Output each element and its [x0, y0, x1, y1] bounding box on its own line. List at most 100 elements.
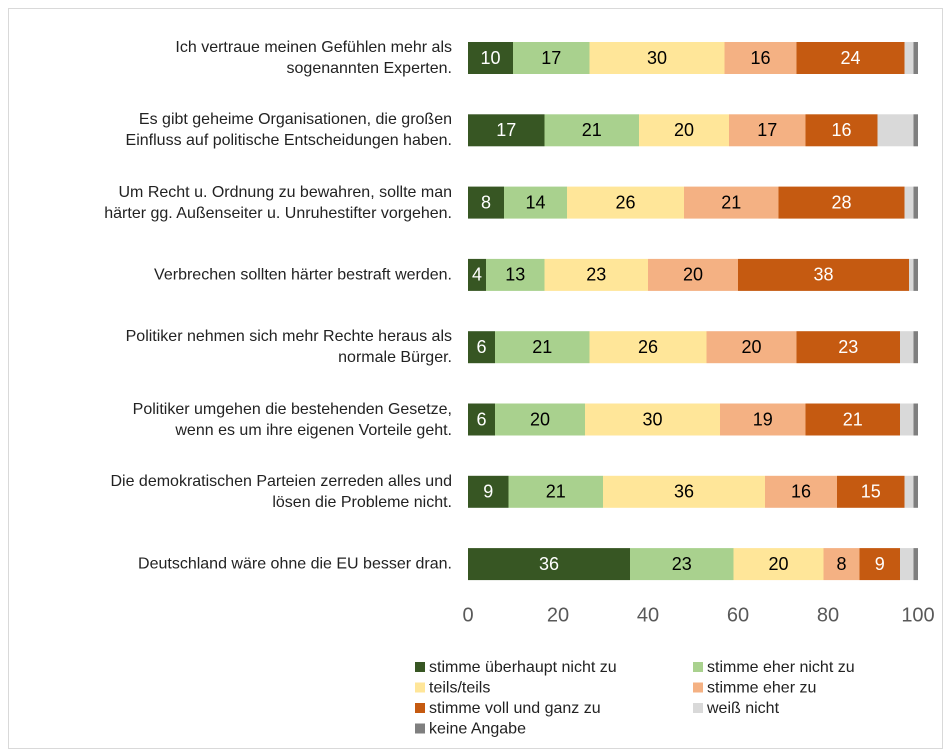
bar-segment — [729, 114, 806, 147]
data-label: 24 — [840, 48, 860, 68]
bar-segment — [900, 331, 914, 364]
bar-segment — [823, 548, 860, 581]
data-label: 14 — [525, 192, 545, 212]
legend-label: weiß nicht — [706, 700, 780, 717]
legend-label: stimme eher nicht zu — [707, 659, 855, 676]
bar-segment — [468, 258, 486, 291]
data-label: 36 — [674, 482, 694, 502]
data-label: 20 — [674, 120, 694, 140]
data-label: 26 — [638, 337, 658, 357]
data-label: 23 — [586, 265, 606, 285]
bar-segment — [913, 548, 918, 581]
bar-segment — [567, 186, 684, 219]
bar-segment — [778, 186, 905, 219]
bar-segment — [796, 331, 900, 364]
bar-segment — [468, 42, 513, 74]
data-label: 36 — [539, 554, 559, 574]
bar-segment — [486, 258, 545, 291]
bar-segment — [900, 548, 914, 581]
bar-segment — [738, 258, 909, 291]
x-tick-label: 20 — [547, 604, 569, 626]
bar-segment — [909, 258, 914, 291]
x-tick-label: 40 — [637, 604, 659, 626]
bar-segment — [877, 114, 914, 147]
data-label: 30 — [642, 409, 662, 429]
category-label: Deutschland wäre ohne die EU besser dran… — [138, 555, 452, 573]
bar-segment — [805, 403, 900, 436]
bar-segment — [468, 475, 509, 508]
bar-segment — [805, 114, 878, 147]
data-label: 26 — [615, 192, 635, 212]
category-label: Es gibt geheime Organisationen, die groß… — [125, 111, 452, 150]
data-label: 10 — [480, 48, 500, 68]
data-label: 9 — [483, 482, 493, 502]
bar-segment — [913, 475, 918, 508]
data-label: 6 — [476, 337, 486, 357]
legend-marker — [415, 703, 425, 713]
bar-segment — [796, 42, 905, 74]
data-label: 16 — [831, 120, 851, 140]
legend-marker — [693, 703, 703, 713]
legend-marker — [415, 682, 425, 693]
data-label: 28 — [831, 192, 851, 212]
bar-segment — [904, 186, 914, 219]
data-label: 17 — [541, 48, 561, 68]
legend-marker — [415, 723, 425, 734]
bar-segment — [504, 186, 567, 219]
data-label: 20 — [530, 409, 550, 429]
bar-segment — [508, 475, 603, 508]
x-tick-label: 60 — [727, 604, 749, 626]
bar-segment — [913, 403, 918, 436]
bar-segment — [648, 258, 738, 291]
legend-label: stimme überhaupt nicht zu — [429, 659, 617, 676]
data-label: 15 — [861, 482, 881, 502]
x-tick-label: 0 — [462, 604, 473, 626]
bar-segment — [495, 331, 590, 364]
data-label: 9 — [875, 554, 885, 574]
bar-segment — [913, 114, 918, 147]
bar-segment — [468, 114, 545, 147]
legend-label: teils/teils — [429, 680, 490, 697]
data-label: 17 — [757, 120, 777, 140]
bar-segment — [544, 114, 639, 147]
category-label: Politiker nehmen sich mehr Rechte heraus… — [125, 328, 452, 367]
data-label: 6 — [476, 409, 486, 429]
data-label: 21 — [532, 337, 552, 357]
bar-segment — [468, 331, 495, 364]
bar-segment — [468, 548, 630, 581]
legend-marker — [693, 662, 703, 672]
bar-segment — [913, 331, 918, 364]
data-label: 21 — [582, 120, 602, 140]
bar-segment — [913, 258, 918, 291]
legend-marker — [415, 662, 425, 672]
data-label: 8 — [481, 192, 491, 212]
bar-segment — [630, 548, 734, 581]
x-tick-label: 80 — [817, 604, 839, 626]
frame — [8, 8, 943, 749]
bar-segment — [706, 331, 797, 364]
category-label: Verbrechen sollten härter bestraft werde… — [154, 266, 452, 284]
data-label: 23 — [838, 337, 858, 357]
bar-segment — [513, 42, 590, 74]
category-label: Um Recht u. Ordnung zu bewahren, sollte … — [104, 183, 452, 222]
data-label: 16 — [750, 48, 770, 68]
category-label: Ich vertraue meinen Gefühlen mehr als so… — [175, 39, 452, 77]
x-tick-label: 100 — [901, 604, 934, 626]
bar-segment — [639, 114, 729, 147]
data-label: 13 — [505, 265, 525, 285]
bar-segment — [765, 475, 837, 508]
legend-marker — [693, 682, 703, 693]
bar-segment — [724, 42, 797, 74]
bar-segment — [468, 186, 504, 219]
bar-segment — [585, 403, 720, 436]
bar-segment — [589, 42, 725, 74]
data-label: 21 — [721, 192, 741, 212]
legend-label: keine Angabe — [429, 721, 526, 738]
bar-segment — [733, 548, 824, 581]
bar-segment — [684, 186, 779, 219]
data-label: 4 — [472, 265, 482, 285]
bar-segment — [913, 42, 918, 74]
data-label: 16 — [791, 482, 811, 502]
bar-segment — [837, 475, 905, 508]
